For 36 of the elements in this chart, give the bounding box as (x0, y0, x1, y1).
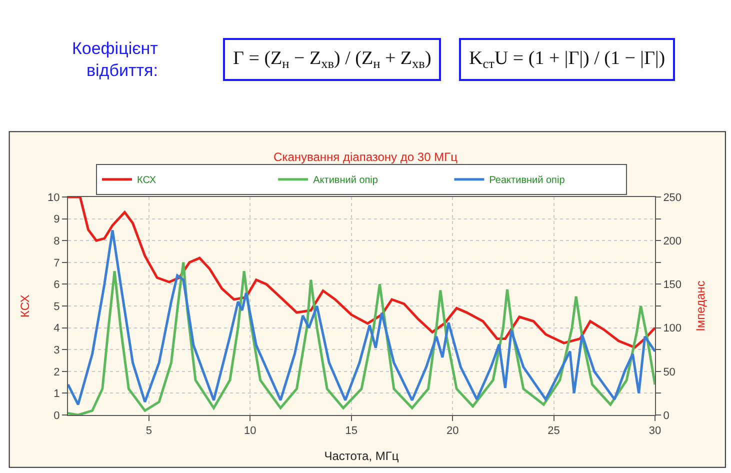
y2-tick-label: 100 (663, 322, 682, 335)
x-tick-label: 20 (446, 425, 459, 438)
text: Коефіцієнт відбиття: (72, 39, 158, 80)
y2-tick-label: 50 (663, 366, 676, 378)
x-tick-label: 15 (345, 425, 358, 438)
y-tick-label: 3 (54, 344, 60, 356)
y-tick-label: 1 (54, 388, 60, 400)
y-tick-label: 8 (54, 235, 60, 248)
line-series (68, 228, 655, 406)
legend-label: Реактивний опір (489, 175, 566, 186)
y-axis-title: КСХ (18, 294, 32, 318)
legend-label: Активний опір (313, 175, 378, 186)
y-tick-label: 4 (54, 322, 60, 335)
x-axis-title: Частота, МГц (324, 449, 399, 464)
line-series (68, 197, 655, 349)
x-tick-label: 25 (548, 425, 560, 438)
text: K$_{ст}$U = (1 + |Γ|) / (1 − |Γ|) (469, 48, 666, 71)
y-tick-label: 6 (54, 279, 60, 292)
y-tick-label: 10 (48, 192, 60, 204)
x-tick-label: 5 (146, 425, 152, 438)
y-tick-label: 9 (54, 214, 60, 226)
y2-tick-label: 0 (663, 410, 670, 422)
chart-title: Сканування діапазону до 30 МГц (274, 150, 458, 164)
y-tick-label: 0 (54, 410, 60, 422)
y-tick-label: 5 (54, 300, 60, 313)
y2-axis-title: Імпеданс (693, 280, 708, 332)
y2-tick-label: 250 (663, 192, 682, 204)
y-tick-label: 2 (54, 366, 60, 378)
y2-tick-label: 150 (663, 279, 682, 292)
text: Γ = (Z$_{н}$ − Z$_{хв}$) / (Z$_{н}$ + Z$_{хв}$) (233, 48, 432, 71)
x-tick-label: 10 (244, 425, 256, 438)
x-tick-label: 30 (648, 425, 662, 438)
legend-label: КСХ (137, 175, 156, 186)
y-tick-label: 7 (54, 257, 60, 270)
y2-tick-label: 200 (663, 235, 682, 248)
line-series (68, 261, 655, 415)
